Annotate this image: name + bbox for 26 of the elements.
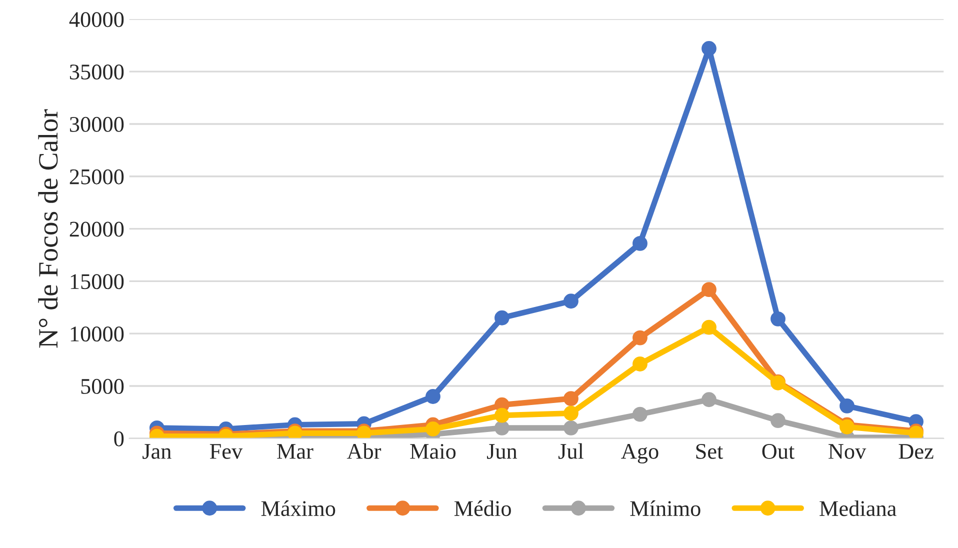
x-tick-label: Mar bbox=[277, 444, 314, 459]
legend-label: Mediana bbox=[820, 500, 896, 516]
y-axis-title: N° de Focos de Calor bbox=[38, 109, 58, 348]
legend-label: Médio bbox=[454, 500, 511, 516]
x-tick-label: Maio bbox=[410, 444, 456, 459]
x-tick-label: Ago bbox=[621, 444, 658, 464]
y-tick-label: 30000 bbox=[70, 116, 124, 132]
x-tick-label: Jan bbox=[142, 444, 172, 459]
y-tick-label: 20000 bbox=[70, 222, 124, 237]
y-tick-label: 10000 bbox=[70, 326, 124, 342]
x-tick-label: Nov bbox=[828, 444, 866, 459]
x-tick-label: Jun bbox=[487, 444, 518, 459]
x-tick-label: Abr bbox=[346, 443, 382, 459]
x-tick-label: Out bbox=[762, 444, 795, 459]
y-tick-label: 40000 bbox=[69, 12, 124, 28]
legend-label: Mínimo bbox=[630, 500, 700, 516]
y-tick-label: 5000 bbox=[81, 378, 124, 394]
y-tick-label: 0 bbox=[114, 431, 124, 446]
x-tick-label: Jul bbox=[558, 443, 584, 459]
y-tick-label: 35000 bbox=[70, 64, 124, 80]
y-tick-label: 15000 bbox=[70, 274, 124, 290]
legend-label: Máximo bbox=[261, 500, 336, 516]
y-tick-label: 25000 bbox=[70, 169, 124, 184]
x-tick-label: Fev bbox=[210, 444, 243, 459]
x-tick-label: Set bbox=[696, 444, 724, 459]
x-tick-label: Dez bbox=[898, 444, 934, 459]
